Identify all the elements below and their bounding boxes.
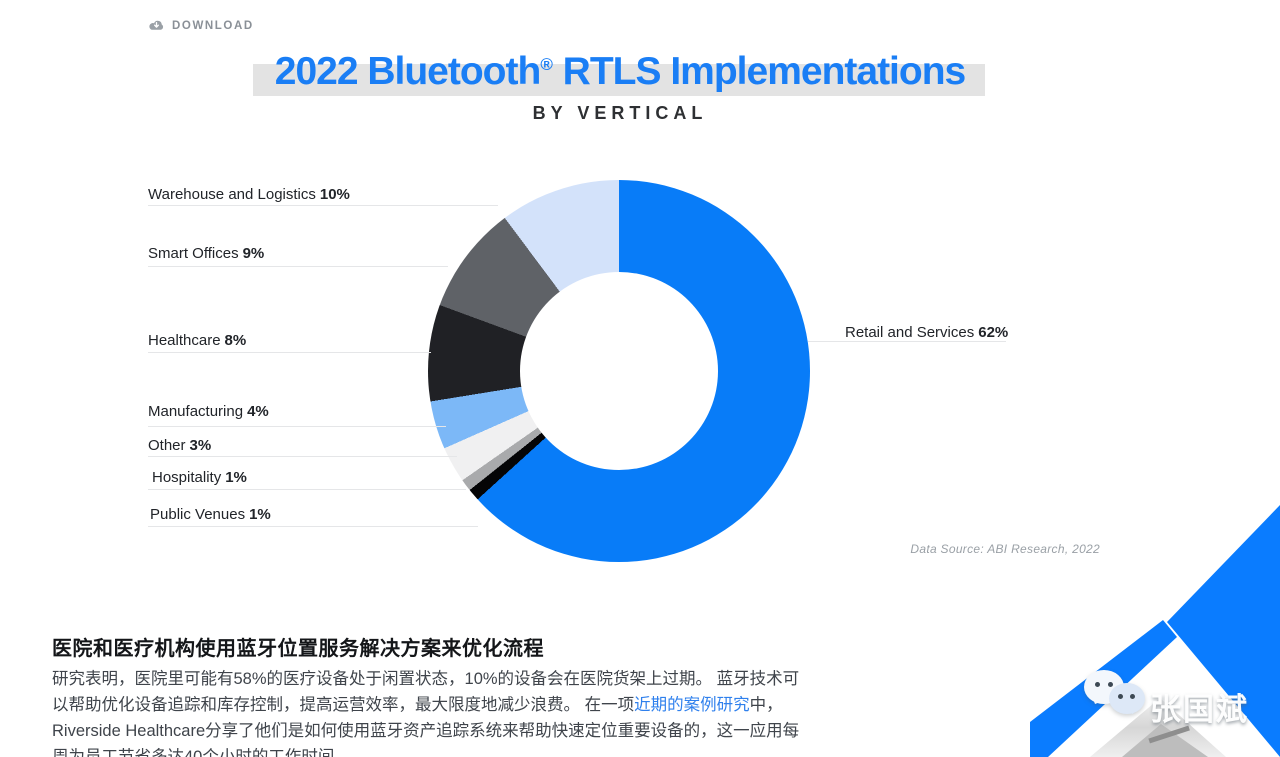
callout-other: Other 3% [148,437,212,454]
leader-line [148,205,498,206]
data-source-note: Data Source: ABI Research, 2022 [910,542,1100,556]
page-title: 2022 Bluetooth® RTLS Implementations [274,50,966,93]
page-subtitle: BY VERTICAL [532,103,708,123]
leader-line [148,266,448,267]
callout-public-venues: Public Venues 1% [150,506,271,523]
callout-manufacturing: Manufacturing 4% [148,403,269,420]
leader-line [148,352,431,353]
article-line-2: 以帮助优化设备追踪和库存控制，提高运营效率，最大限度地减少浪费。 在一项近期的案… [52,696,783,714]
leader-line [148,426,446,427]
title-highlight-band [253,64,985,96]
article-line-3: Riverside Healthcare分享了他们是如何使用蓝牙资产追踪系统来帮… [52,722,800,740]
callout-smart-offices: Smart Offices 9% [148,245,265,262]
leader-line [808,341,1006,342]
blue-triangle [1167,505,1280,757]
callout-hospitality: Hospitality 1% [152,469,247,486]
watermark-name: 张国斌 [1150,692,1249,727]
photo-fragment-shade [1122,724,1208,757]
case-study-link[interactable]: 近期的案例研究 [634,696,750,714]
leader-line [148,456,457,457]
download-button[interactable]: DOWNLOAD [148,19,254,32]
callout-warehouse: Warehouse and Logistics 10% [148,186,350,203]
article-line-1: 研究表明，医院里可能有58%的医疗设备处于闲置状态，10%的设备会在医院货架上过… [52,670,800,688]
wechat-icon [1084,668,1148,726]
cloud-download-icon [148,19,165,32]
photo-detail [1148,725,1190,744]
download-label: DOWNLOAD [172,19,254,32]
article-heading: 医院和医疗机构使用蓝牙位置服务解决方案来优化流程 [52,638,544,660]
donut-hole [520,272,718,470]
registered-mark: ® [540,55,553,74]
leader-line [148,526,478,527]
callout-healthcare: Healthcare 8% [148,332,247,349]
article-body: 研究表明，医院里可能有58%的医疗设备处于闲置状态，10%的设备会在医院货架上过… [52,666,822,757]
callout-retail: Retail and Services 62% [845,324,1009,341]
wechat-bubble-small [1109,683,1145,714]
article-line-4: 周为员工节省多达40个小时的工作时间 [52,748,335,757]
leader-line [148,489,466,490]
